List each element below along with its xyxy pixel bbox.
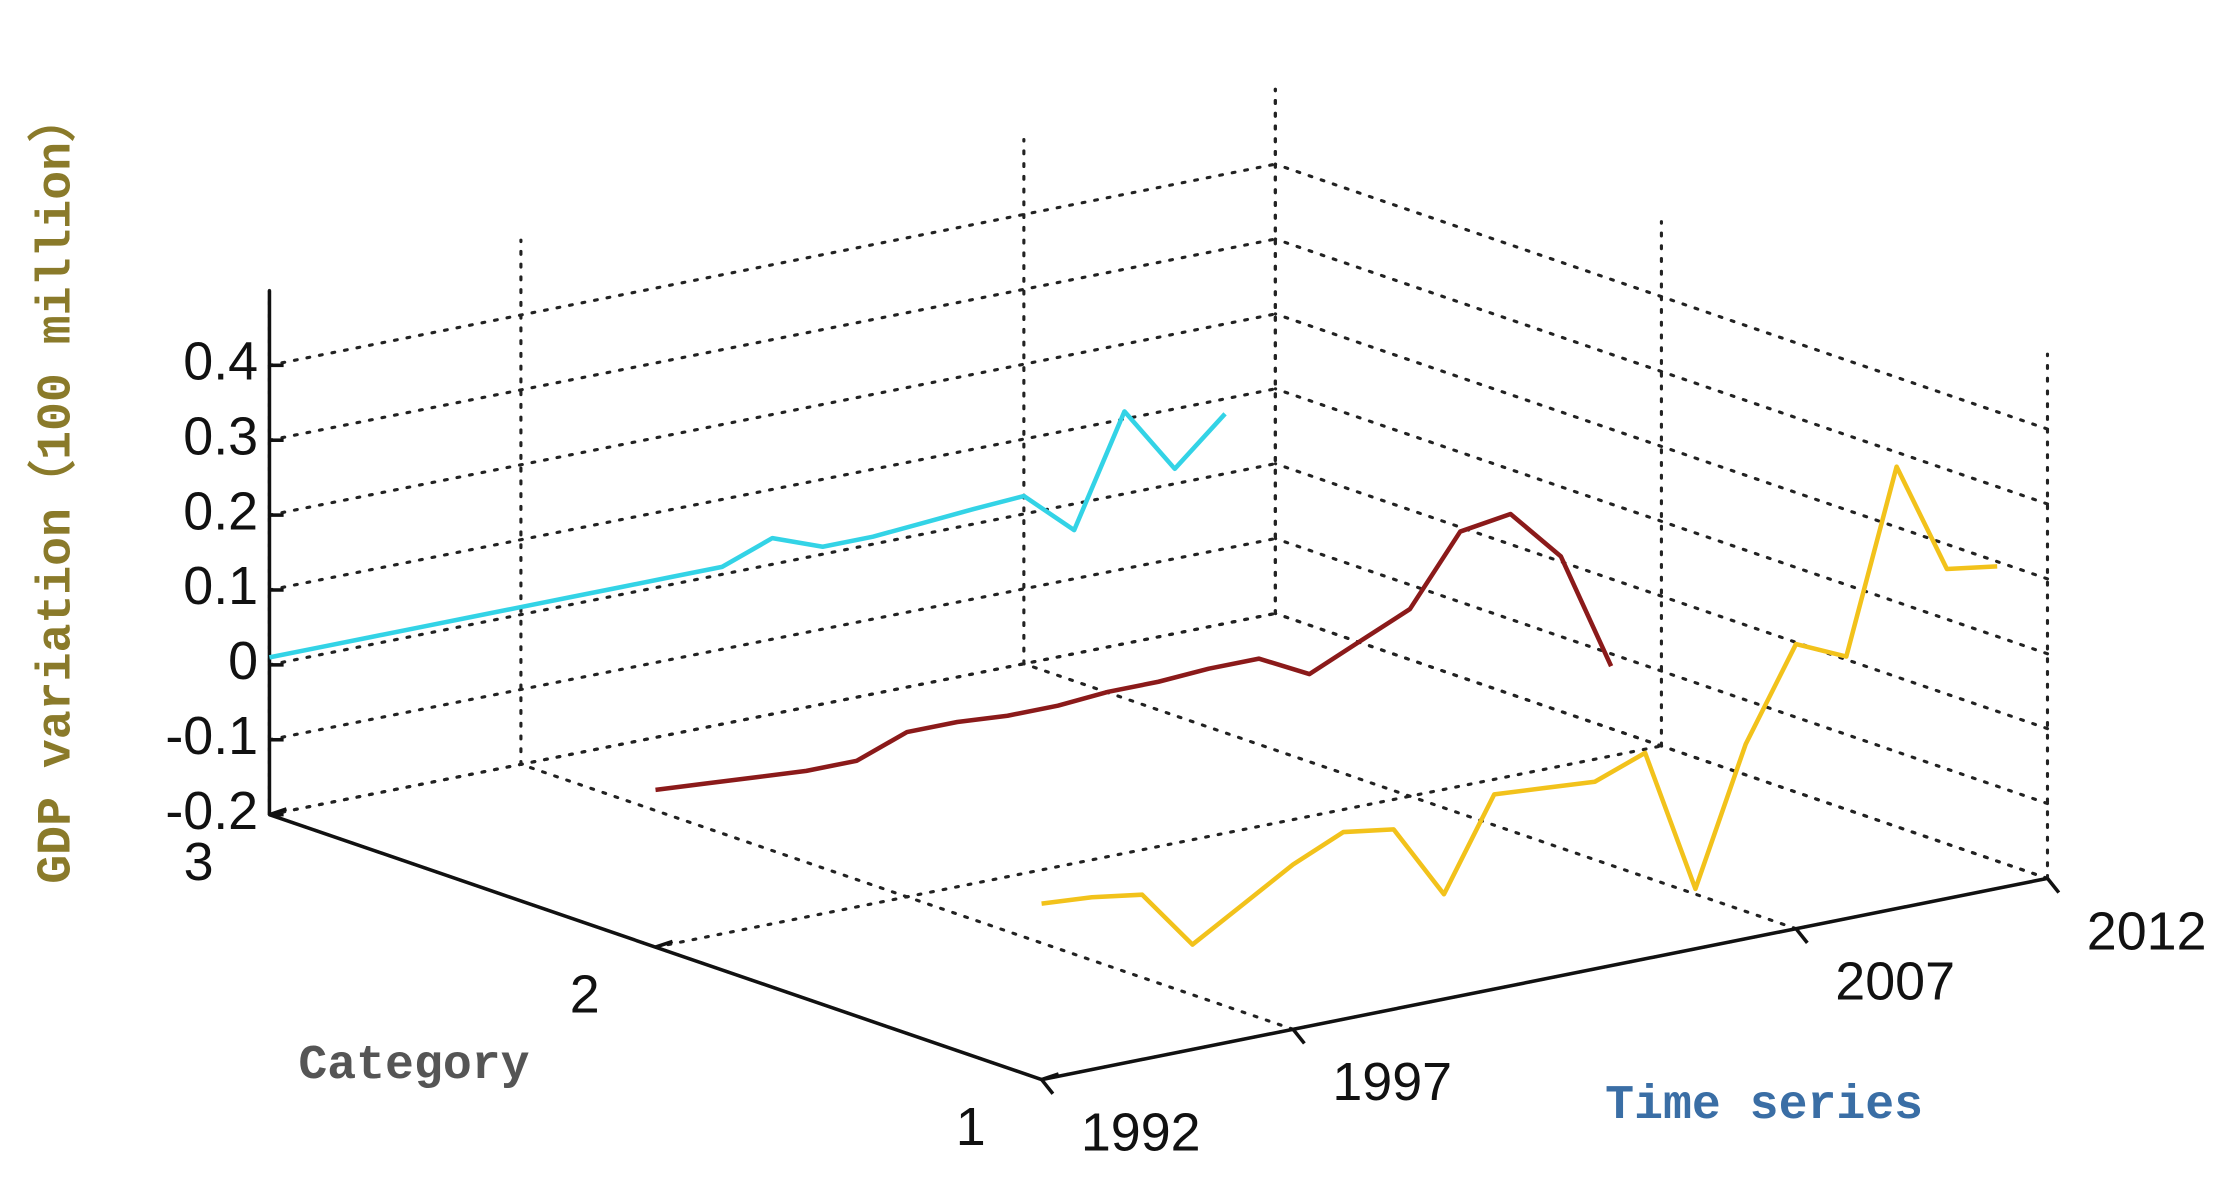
x-tick (1291, 1028, 1306, 1045)
x-tick-label: 1992 (1081, 1102, 1201, 1162)
x-tick-label: 2007 (1835, 952, 1955, 1012)
y-tick (654, 939, 674, 949)
x-axis-label: Time series (1605, 1079, 1923, 1133)
x-tick (2046, 877, 2061, 894)
grid-line (267, 537, 1277, 742)
z-tick-label: 0.1 (183, 556, 258, 616)
y-tick-label: 2 (570, 964, 600, 1024)
grid-line (267, 162, 1277, 367)
x-tick-label: 2012 (2087, 901, 2207, 961)
z-tick-label: -0.2 (165, 781, 258, 841)
grid-line (1273, 237, 2050, 506)
x-tick (1040, 1078, 1055, 1095)
grid-line (653, 744, 1663, 949)
z-tick-label: 0.3 (183, 406, 258, 466)
x-tick-label: 1997 (1332, 1052, 1452, 1112)
x-tick (1794, 927, 1809, 944)
grid-line (267, 611, 1277, 817)
grid-line (1273, 387, 2050, 656)
series-line (268, 409, 1227, 660)
grid-line (267, 237, 1277, 442)
grid-line (1273, 462, 2050, 731)
series-line (655, 511, 1614, 793)
grid-line (1273, 611, 2050, 880)
series-line (1041, 464, 1998, 947)
z-tick-label: -0.1 (165, 706, 258, 766)
grid-line (1273, 537, 2050, 806)
grid-line (267, 387, 1277, 592)
x-axis (1041, 876, 2048, 1082)
grid-line (267, 312, 1277, 517)
z-tick-label: 0.2 (183, 481, 258, 541)
y-tick-label: 1 (956, 1097, 986, 1157)
grid-line (1273, 312, 2050, 581)
z-axis-label: GDP variation（100 million） (28, 94, 85, 884)
grid-line (267, 462, 1277, 667)
y-axis-label: Category (298, 1039, 529, 1093)
y-tick-label: 3 (184, 832, 214, 892)
z-tick-label: 0 (228, 631, 258, 691)
z-tick-label: 0.4 (183, 332, 258, 392)
y-tick (1041, 1072, 1060, 1082)
grid-line (1273, 162, 2050, 431)
